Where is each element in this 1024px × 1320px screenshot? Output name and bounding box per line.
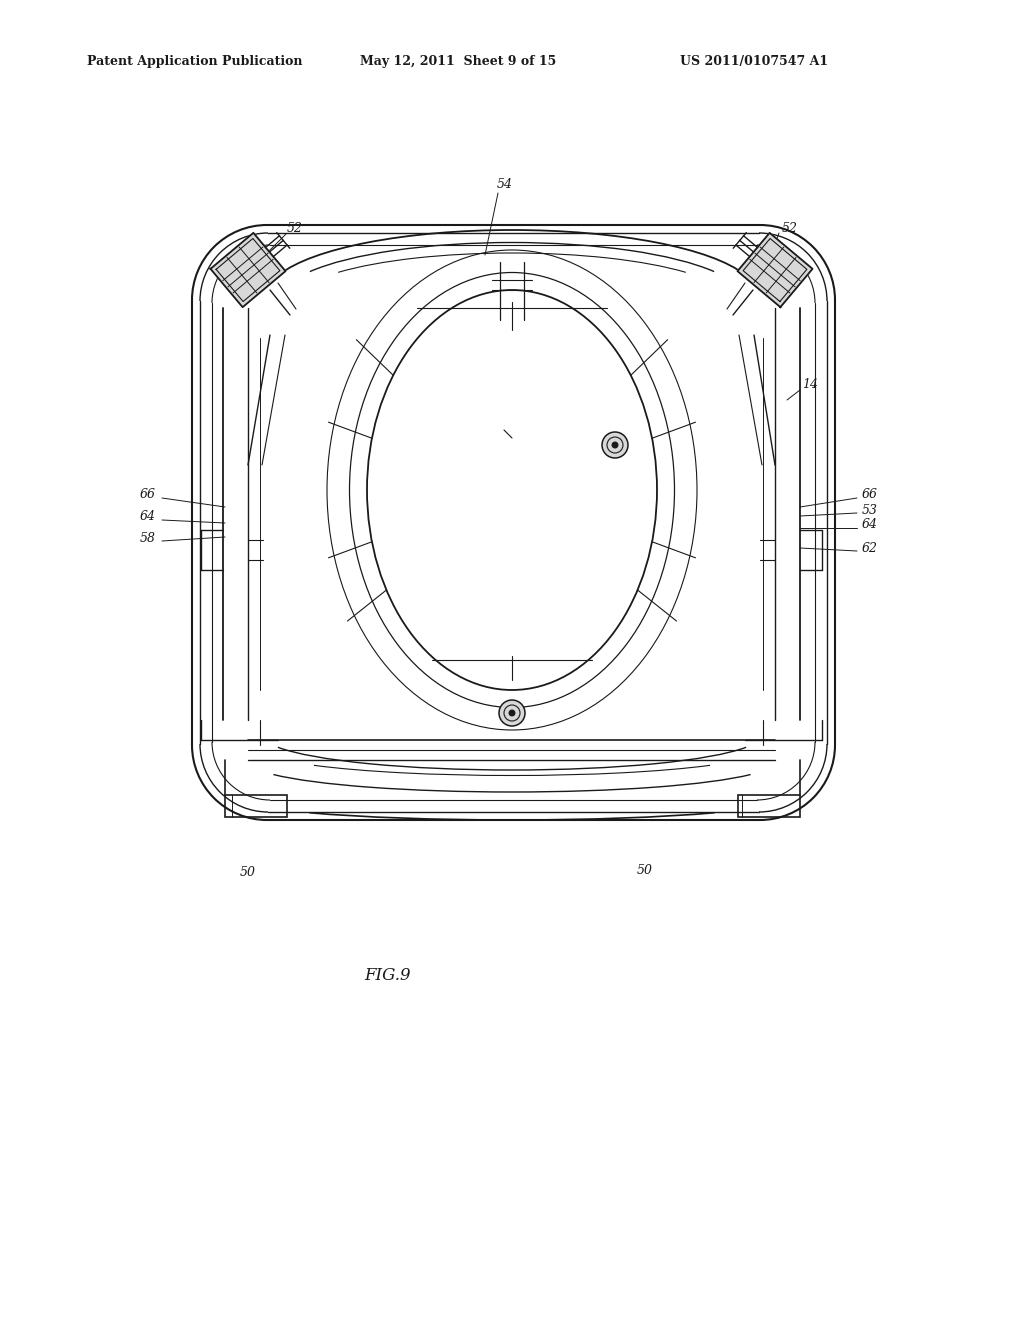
Circle shape: [499, 700, 525, 726]
Circle shape: [602, 432, 628, 458]
Text: 50: 50: [637, 863, 653, 876]
Bar: [225, 795, 287, 817]
Text: 64: 64: [862, 519, 878, 532]
Text: 62: 62: [862, 541, 878, 554]
Circle shape: [612, 442, 618, 447]
Polygon shape: [211, 232, 286, 308]
Text: 66: 66: [140, 488, 156, 502]
Text: 64: 64: [140, 511, 156, 524]
Bar: [738, 795, 800, 817]
Text: 66: 66: [862, 488, 878, 502]
Text: May 12, 2011  Sheet 9 of 15: May 12, 2011 Sheet 9 of 15: [360, 55, 556, 69]
Text: 52: 52: [782, 222, 798, 235]
Text: 58: 58: [140, 532, 156, 544]
Polygon shape: [737, 232, 812, 308]
Text: 50: 50: [240, 866, 256, 879]
Text: 14: 14: [802, 379, 818, 392]
Text: 53: 53: [862, 503, 878, 516]
Text: 54: 54: [497, 178, 513, 191]
Circle shape: [509, 710, 515, 715]
Text: Patent Application Publication: Patent Application Publication: [87, 55, 302, 69]
Text: US 2011/0107547 A1: US 2011/0107547 A1: [680, 55, 828, 69]
Text: 52: 52: [287, 222, 303, 235]
Text: FIG.9: FIG.9: [365, 966, 412, 983]
